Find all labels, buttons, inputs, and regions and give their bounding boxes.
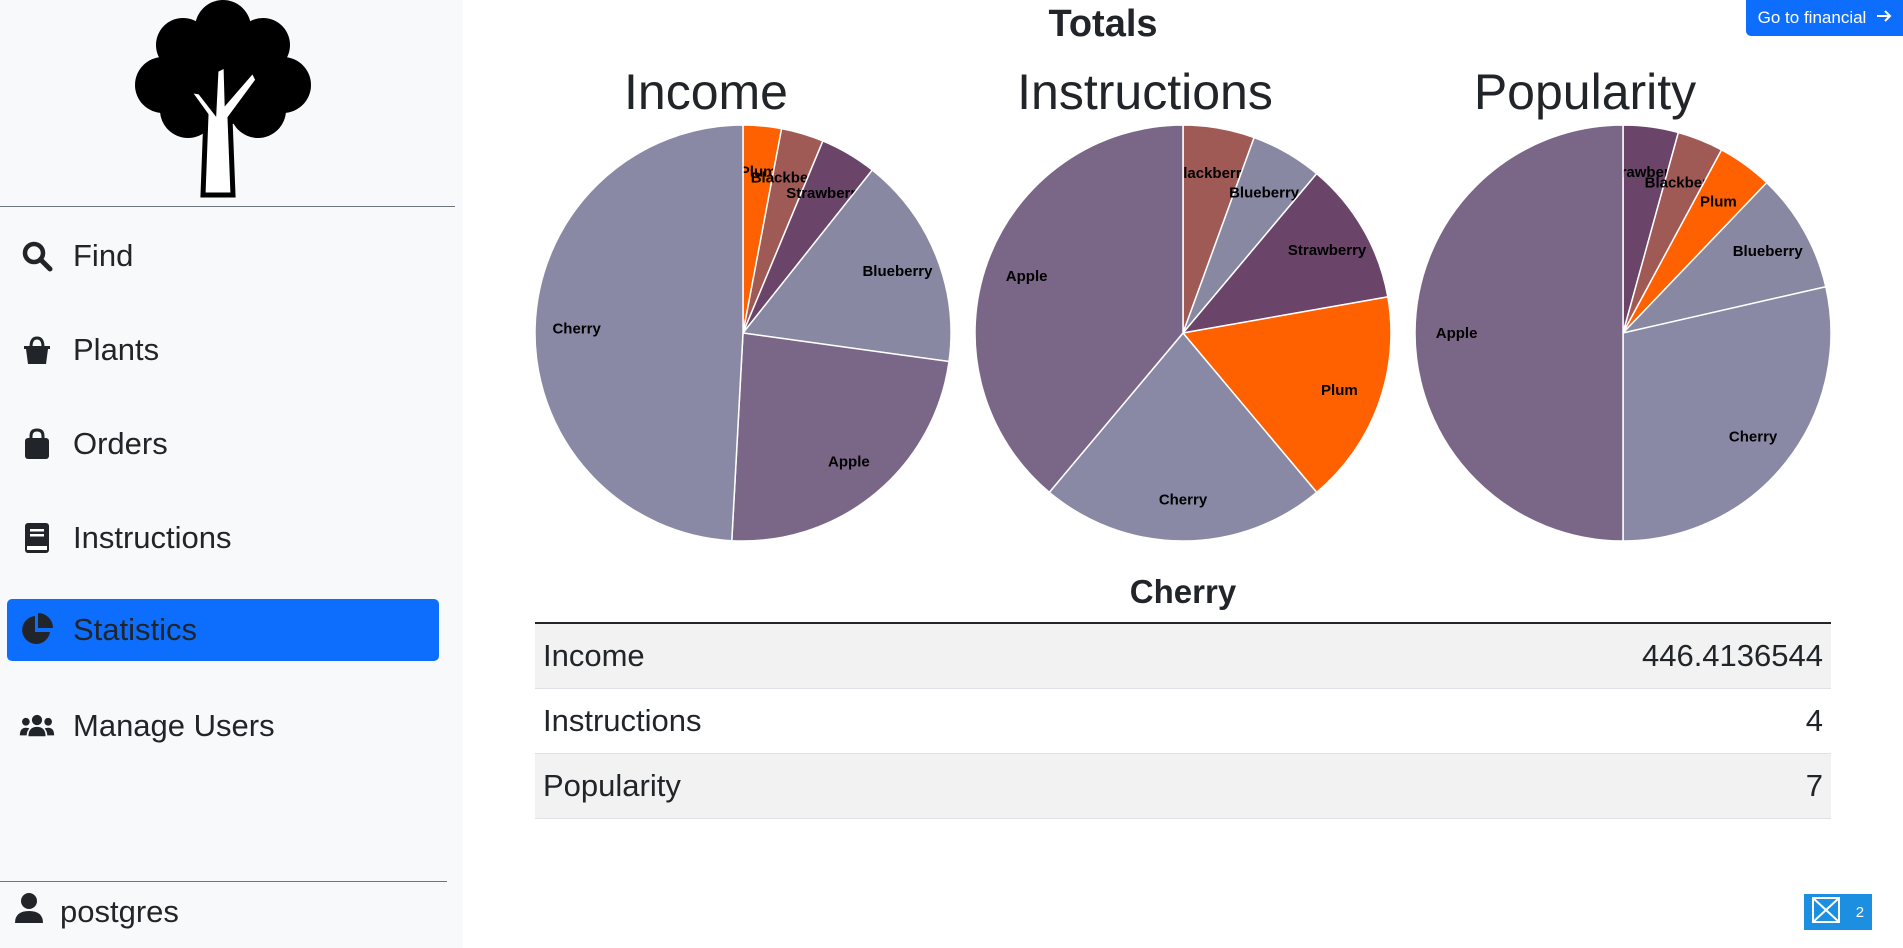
- main-content: Totals Go to financial Income Instructio…: [463, 0, 1903, 948]
- pie-label-instructions-cherry: Cherry: [1159, 491, 1208, 508]
- chart-title-income: Income: [624, 64, 788, 120]
- notification-badge[interactable]: 2: [1804, 894, 1872, 930]
- book-icon: [19, 520, 55, 556]
- go-to-financial-button[interactable]: Go to financial: [1746, 0, 1903, 36]
- chart-title-instructions: Instructions: [1017, 64, 1273, 120]
- pie-label-income-cherry: Cherry: [552, 321, 601, 338]
- pie-label-popularity-apple: Apple: [1436, 325, 1478, 342]
- sidebar-item-manage-users[interactable]: Manage Users: [7, 695, 439, 757]
- pie-slice-income-blueberry[interactable]: [741, 169, 952, 363]
- pie-slice-income-cherry[interactable]: [534, 124, 744, 542]
- pie-label-popularity-blueberry: Blueberry: [1733, 243, 1804, 260]
- pie-slice-instructions-cherry[interactable]: [1048, 331, 1318, 542]
- user-name: postgres: [60, 894, 179, 929]
- pie-charts: Plum Blackberry Strawberry Blueberry Apple Ch…: [534, 124, 1832, 542]
- chart-title-popularity: Popularity: [1473, 64, 1697, 120]
- pie-slice-income-apple[interactable]: [731, 332, 950, 542]
- pie-label-instructions-blueberry: Blueberry: [1229, 184, 1300, 201]
- arrow-right-icon: [1876, 8, 1892, 29]
- pie-slice-popularity-cherry[interactable]: [1622, 285, 1832, 542]
- pie-slice-popularity-apple[interactable]: [1414, 124, 1624, 542]
- sidebar-item-label: Orders: [73, 426, 168, 461]
- row-label: Instructions: [543, 703, 702, 738]
- pie-label-popularity-strawberry: Strawberry: [1606, 164, 1685, 181]
- row-label: Popularity: [543, 768, 681, 803]
- financial-button-label: Go to financial: [1757, 8, 1867, 27]
- table-row: Instructions 4: [535, 689, 1831, 754]
- search-icon: [19, 238, 55, 274]
- row-value: 4: [1805, 703, 1823, 738]
- pie-label-instructions-plum: Plum: [1321, 382, 1358, 399]
- pie-slice-instructions-apple[interactable]: [974, 124, 1184, 494]
- current-user[interactable]: postgres: [14, 892, 179, 932]
- pie-label-income-strawberry: Strawberry: [786, 185, 865, 202]
- basket-icon: [19, 332, 55, 368]
- users-icon: [19, 708, 55, 744]
- detail-title: Cherry: [1129, 573, 1237, 610]
- sidebar-divider-top: [0, 206, 455, 207]
- table-row: Popularity 7: [535, 754, 1831, 819]
- sidebar-item-label: Find: [73, 238, 134, 273]
- row-label: Income: [543, 638, 645, 673]
- row-value: 7: [1805, 768, 1823, 803]
- user-icon: [14, 892, 44, 932]
- sidebar-item-label: Plants: [73, 332, 160, 367]
- tree-logo-icon: [135, 0, 311, 198]
- pie-label-income-blueberry: Blueberry: [862, 263, 933, 280]
- sidebar-item-plants[interactable]: Plants: [7, 319, 439, 381]
- pie-label-instructions-strawberry: Strawberry: [1288, 242, 1367, 259]
- pie-slice-popularity-blueberry[interactable]: [1620, 181, 1827, 335]
- pie-label-instructions-apple: Apple: [1006, 268, 1048, 285]
- pie-label-income-apple: Apple: [828, 453, 870, 470]
- page-title: Totals: [1048, 3, 1158, 45]
- pie-label-instructions-blackberry: Blackberry: [1172, 165, 1250, 182]
- pie-slice-instructions-strawberry[interactable]: [1181, 172, 1389, 335]
- sidebar-divider-bottom: [0, 881, 447, 882]
- pie-label-popularity-plum: Plum: [1700, 194, 1737, 211]
- sidebar: Find Plants Orders Instructions Statisti…: [0, 0, 463, 948]
- envelope-icon: [1811, 897, 1840, 927]
- detail-table: Income 446.4136544 Instructions 4 Popula…: [535, 622, 1831, 819]
- shopping-bag-icon: [19, 426, 55, 462]
- sidebar-item-instructions[interactable]: Instructions: [7, 507, 439, 569]
- sidebar-item-statistics[interactable]: Statistics: [7, 599, 439, 661]
- row-value: 446.4136544: [1641, 638, 1823, 673]
- table-row: Income 446.4136544: [535, 624, 1831, 689]
- pie-label-income-plum: Plum: [740, 163, 777, 180]
- badge-count: 2: [1855, 903, 1865, 921]
- sidebar-item-orders[interactable]: Orders: [7, 413, 439, 475]
- sidebar-item-label: Instructions: [73, 520, 232, 555]
- sidebar-item-label: Statistics: [73, 612, 198, 647]
- pie-label-popularity-cherry: Cherry: [1729, 429, 1778, 446]
- pie-slice-instructions-plum[interactable]: [1181, 296, 1392, 494]
- sidebar-item-label: Manage Users: [73, 708, 275, 743]
- sidebar-item-find[interactable]: Find: [7, 225, 439, 287]
- pie-chart-icon: [19, 612, 55, 648]
